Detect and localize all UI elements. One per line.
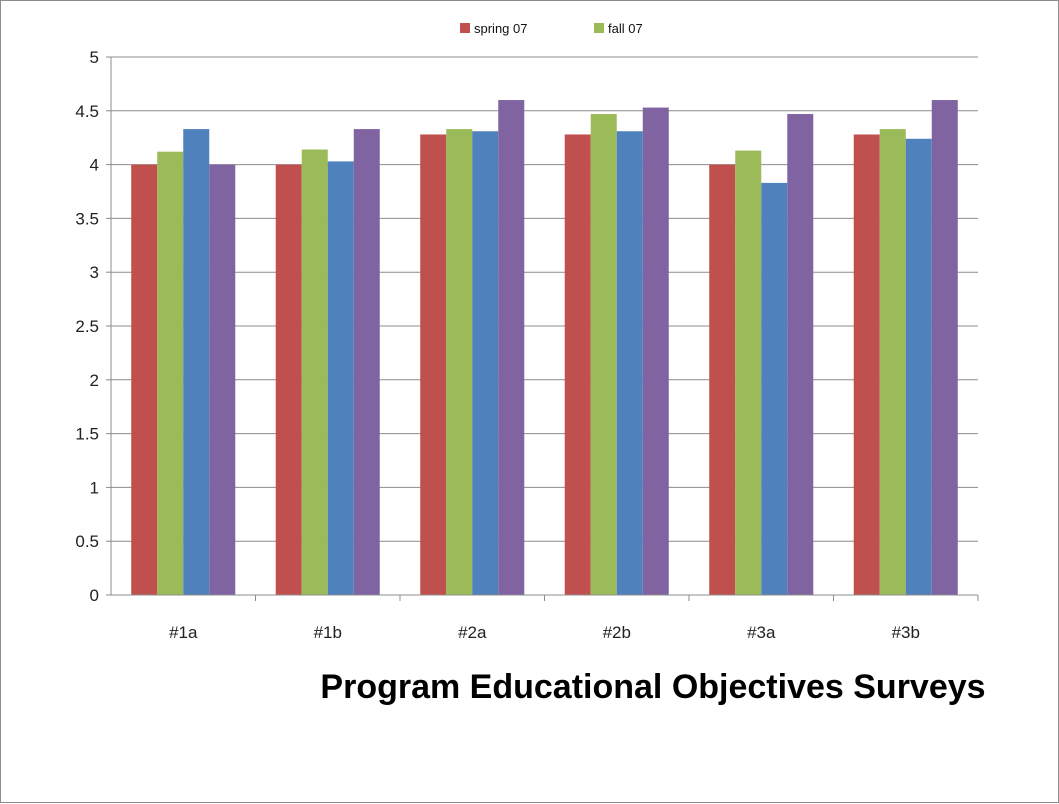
y-tick-label: 2 bbox=[90, 371, 99, 390]
bar bbox=[275, 164, 302, 595]
y-tick-label: 5 bbox=[90, 48, 99, 67]
bar bbox=[353, 129, 380, 596]
legend-swatch bbox=[594, 23, 604, 33]
bar bbox=[301, 149, 328, 595]
legend-label: fall 07 bbox=[608, 21, 643, 36]
bar bbox=[853, 134, 880, 596]
y-tick-label: 3.5 bbox=[75, 209, 99, 228]
bar bbox=[183, 129, 210, 596]
bar bbox=[787, 114, 814, 595]
bar bbox=[564, 134, 591, 596]
legend-label: spring 07 bbox=[474, 21, 527, 36]
bar bbox=[327, 161, 354, 595]
bar bbox=[472, 131, 499, 595]
gridlines bbox=[111, 56, 978, 542]
bar bbox=[131, 164, 158, 595]
y-tick-label: 1 bbox=[90, 478, 99, 497]
bar bbox=[420, 134, 447, 596]
bar bbox=[879, 129, 906, 596]
x-tick-label: #3b bbox=[892, 623, 920, 642]
bar bbox=[709, 164, 736, 595]
bar bbox=[761, 182, 788, 595]
legend-swatch bbox=[460, 23, 470, 33]
bar bbox=[590, 114, 617, 595]
bar bbox=[446, 129, 473, 596]
bar bbox=[735, 150, 762, 595]
bar bbox=[931, 100, 958, 595]
y-tick-label: 0.5 bbox=[75, 532, 99, 551]
chart-title: Program Educational Objectives Surveys bbox=[320, 668, 985, 706]
bar bbox=[157, 151, 184, 596]
y-tick-label: 0 bbox=[90, 586, 99, 605]
bar bbox=[616, 131, 643, 595]
y-tick-label: 1.5 bbox=[75, 425, 99, 444]
bars bbox=[131, 100, 958, 596]
x-tick-label: #3a bbox=[747, 623, 776, 642]
y-tick-label: 4 bbox=[90, 156, 99, 175]
legend: spring 07 fall 07 bbox=[460, 21, 643, 36]
bar bbox=[498, 100, 525, 595]
x-tick-label: #2b bbox=[603, 623, 631, 642]
bar bbox=[642, 107, 669, 596]
x-tick-labels: #1a #1b #2a #2b #3a #3b bbox=[169, 623, 920, 642]
y-tick-label: 4.5 bbox=[75, 102, 99, 121]
y-tick-label: 2.5 bbox=[75, 317, 99, 336]
y-tick-labels: 0 0.5 1 1.5 2 2.5 3 3.5 4 4.5 5 bbox=[75, 48, 99, 605]
x-tick-label: #1a bbox=[169, 623, 198, 642]
y-tick-label: 3 bbox=[90, 263, 99, 282]
bar bbox=[209, 164, 236, 595]
x-tick-label: #2a bbox=[458, 623, 487, 642]
axes bbox=[106, 56, 979, 601]
x-tick-label: #1b bbox=[314, 623, 342, 642]
bar bbox=[905, 138, 932, 595]
